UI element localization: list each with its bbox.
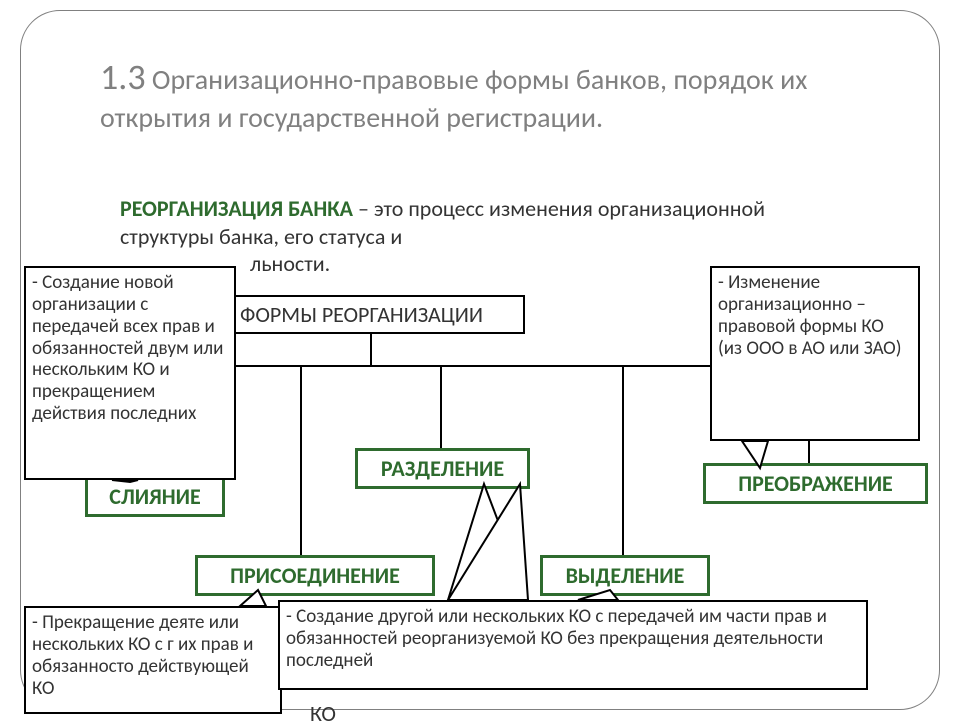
connector-line [370, 331, 372, 365]
callout-c-split-select: - Создание другой или нескольких КО с пе… [278, 600, 868, 690]
callout-c-merge: - Создание новой организации с передачей… [24, 266, 236, 480]
callout-tail [742, 441, 770, 470]
connector-line [300, 365, 302, 555]
root-label: ФОРМЫ РЕОРГАНИЗАЦИИ [240, 301, 483, 328]
callout-tail [448, 484, 530, 602]
callout-c-join: - Прекращение деяте или нескольких КО с … [24, 606, 282, 714]
title-number: 1.3 [100, 55, 146, 99]
leaf-join: ПРИСОЕДИНЕНИЕ [195, 555, 435, 596]
definition-key: РЕОРГАНИЗАЦИЯ БАНКА [120, 195, 353, 222]
callout-c-transf: - Изменение организационно – правовой фо… [710, 266, 920, 441]
leaf-transf: ПРЕОБРАЖЕНИЕ [703, 463, 928, 504]
leaf-split: РАЗДЕЛЕНИЕ [355, 448, 530, 489]
fragment-text: КО [310, 700, 336, 727]
slide-title: 1.3 Организационно-правовые формы банков… [100, 55, 880, 135]
callout-tail [240, 590, 268, 608]
leaf-merge: СЛИЯНИЕ [85, 476, 225, 517]
callout-tail [112, 480, 140, 484]
definition-sep: – [353, 195, 374, 222]
root-node: ФОРМЫ РЕОРГАНИЗАЦИИ [220, 295, 525, 334]
leaf-select: ВЫДЕЛЕНИЕ [540, 555, 710, 596]
title-text: Организационно-правовые формы банков, по… [100, 62, 807, 135]
callout-tail [578, 590, 620, 602]
connector-line [622, 365, 624, 555]
connector-line [440, 365, 442, 448]
definition-tail: льности. [250, 250, 330, 277]
